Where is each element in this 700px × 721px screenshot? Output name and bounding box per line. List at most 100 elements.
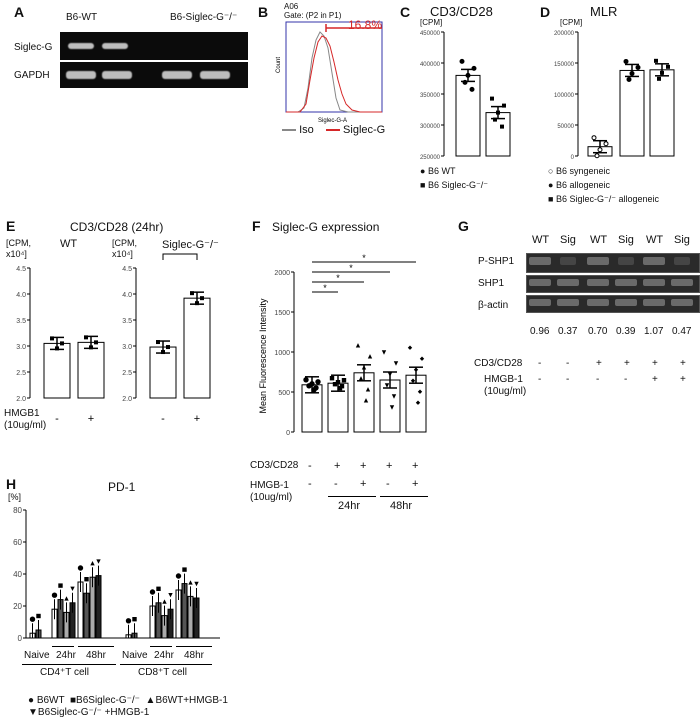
panel-d-point — [654, 58, 658, 63]
panel-e-left-tick-label: 4.5 — [16, 266, 26, 273]
panel-g-row1-cond: + — [680, 358, 686, 369]
panel-e-hmgb-name: HMGB1 — [4, 408, 40, 419]
panel-a-label: A — [14, 4, 25, 20]
panel-e-left-point — [60, 341, 64, 346]
panel-e-condition: + — [194, 413, 200, 425]
panel-f-point — [361, 365, 367, 370]
panel-d-unit: [CPM] — [560, 18, 583, 27]
panel-e-hmgb-label: HMGB1 (10ug/ml) — [4, 408, 46, 432]
panel-h-point — [51, 592, 58, 598]
panel-g-row2-cond: - — [596, 374, 600, 385]
panel-f-tick-label: 2000 — [274, 270, 290, 277]
panel-f-point — [355, 343, 361, 348]
panel-e-right-tick-label: 4.0 — [122, 292, 132, 299]
panel-h-point — [90, 561, 95, 566]
panel-g-row-actin: β-actin — [478, 300, 509, 311]
panel-h-tick-label: 80 — [13, 506, 22, 515]
panel-f-point — [315, 379, 321, 385]
panel-h-point — [96, 559, 101, 564]
panel-f-ylabel: Mean Fluorescence Intensity — [258, 298, 268, 414]
panel-h-point — [58, 583, 63, 588]
panel-h-tick-label: 40 — [13, 570, 22, 579]
legend-b6wt: B6WT — [36, 695, 65, 706]
panel-d-title: MLR — [590, 4, 618, 19]
panel-c-point — [465, 72, 471, 78]
panel-e-sig: **** — [172, 250, 188, 255]
panel-d-chart: 0 50000 100000 150000 200000 — [554, 31, 675, 161]
panel-f-sig-star: * — [336, 273, 340, 283]
panel-e-left-point — [94, 340, 98, 345]
panel-h-point — [29, 616, 36, 622]
panel-h-group-label: 48hr — [184, 650, 205, 661]
panel-g-ratio: 1.07 — [644, 326, 664, 337]
panel-g-row2-cond: - — [566, 374, 570, 385]
panel-e-left-tick-label: 2.0 — [16, 396, 26, 403]
panel-d-tick-label: 0 — [571, 155, 575, 161]
panel-g-lane-label: WT — [646, 234, 664, 246]
panel-f-row2-cond: - — [334, 478, 338, 490]
panel-g-band — [529, 279, 551, 286]
panel-g-lane-label: Sig — [674, 234, 690, 246]
panel-e-right-unit: [CPM, x10⁴] — [112, 238, 138, 259]
panel-e-sig-bracket — [162, 253, 198, 260]
panel-f-label: F — [252, 218, 261, 234]
panel-f-point — [387, 372, 393, 377]
panel-g-band — [560, 257, 576, 265]
panel-f-time: 48hr — [390, 500, 413, 512]
panel-g-ratio: 0.37 — [558, 326, 578, 337]
panel-h-chart: 0 20 40 60 80 — [13, 506, 220, 643]
panel-f-row2-cond: + — [360, 478, 367, 490]
panel-c-point — [502, 103, 506, 108]
legend-ko: ■ B6 Siglec-G⁻/⁻ — [420, 180, 488, 190]
legend-b6siglec: B6Siglec-G⁻/⁻ — [76, 695, 140, 706]
panel-g-band — [587, 257, 609, 265]
panel-e-right-point — [195, 301, 199, 306]
panel-c-point — [459, 58, 465, 64]
gel-band — [68, 43, 94, 49]
panel-f-row2-cond: - — [386, 478, 390, 490]
panel-h-point — [162, 599, 167, 604]
panel-d-tick-label: 100000 — [554, 93, 575, 99]
panel-a-gel-gapdh — [60, 62, 248, 88]
panel-f-point — [367, 354, 373, 359]
panel-f-tick-label: 500 — [278, 390, 290, 397]
panel-b-header2: Gate: (P2 in P1) — [284, 11, 342, 20]
gel-band — [102, 43, 128, 49]
panel-c-point — [490, 96, 494, 101]
panel-g-row2-cond: - — [538, 374, 542, 385]
panel-f-row1-cond: - — [308, 460, 312, 472]
panel-h-point — [149, 589, 156, 595]
panel-f-point — [419, 356, 425, 361]
panel-f-point — [365, 387, 371, 392]
panel-e-left-point — [89, 345, 93, 350]
iso-legend-line — [282, 129, 296, 132]
panel-e-left-bar — [77, 341, 105, 399]
panel-d-tick-label: 150000 — [554, 62, 575, 68]
panel-c-point — [471, 65, 477, 71]
panel-h-group-label: 24hr — [154, 650, 175, 661]
panel-g-row1-cond: + — [652, 358, 658, 369]
panel-c-tick-label: 450000 — [420, 31, 441, 37]
panel-h-group-label: 48hr — [86, 650, 107, 661]
panel-b-legend: Iso Siglec-G — [282, 124, 385, 136]
panel-g-band — [557, 279, 579, 286]
panel-g-ratio: 0.47 — [672, 326, 692, 337]
panel-e-left-tick-label: 3.0 — [16, 344, 26, 351]
panel-e-right-point — [190, 291, 194, 296]
panel-f-sig-star: * — [362, 253, 366, 263]
panel-h-point — [36, 613, 41, 619]
panel-c-tick-label: 300000 — [420, 124, 441, 130]
panel-h-title: PD-1 — [108, 480, 136, 494]
panel-c-bar — [455, 74, 481, 157]
panel-f-time-line — [380, 496, 428, 497]
panel-e-right-tick-label: 2.0 — [122, 396, 132, 403]
panel-c-label: C — [400, 4, 411, 20]
panel-g-row-pshp1: P-SHP1 — [478, 256, 515, 267]
panel-e-condition: + — [88, 413, 94, 425]
panel-g-row2-cond: + — [652, 374, 658, 385]
panel-h-point — [175, 573, 182, 579]
panel-e-title: CD3/CD28 (24hr) — [70, 220, 164, 234]
panel-h-point — [64, 596, 69, 601]
legend-allogeneic-label: B6 allogeneic — [555, 180, 610, 190]
panel-d-point — [666, 64, 670, 69]
